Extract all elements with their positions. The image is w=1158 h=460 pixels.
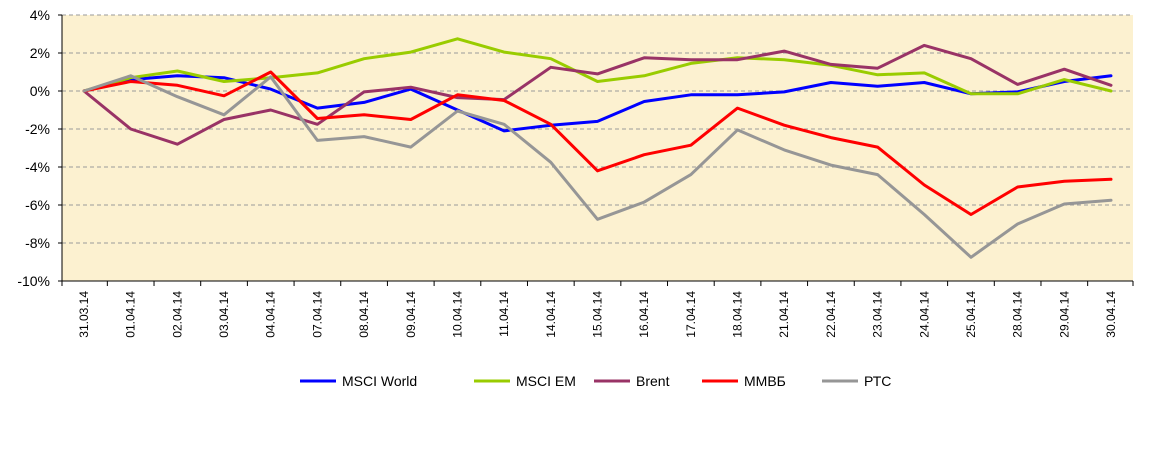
- y-tick-label: -10%: [17, 273, 50, 289]
- series-line: [82, 70, 1113, 216]
- x-tick-label: 04.04.14: [264, 291, 278, 338]
- y-tick-label: 0%: [30, 83, 50, 99]
- series-lines: [82, 37, 1113, 259]
- legend-label: Brent: [636, 373, 670, 389]
- x-tick-label: 24.04.14: [917, 291, 931, 338]
- legend-label: ММВБ: [744, 373, 786, 389]
- x-tick-label: 01.04.14: [124, 291, 138, 338]
- x-tick-label: 29.04.14: [1057, 291, 1071, 338]
- x-tick-label: 18.04.14: [731, 291, 745, 338]
- x-tick-label: 08.04.14: [357, 291, 371, 338]
- x-axis-ticks: 31.03.14 01.04.14 02.04.14 03.04.14 04.04.14…: [61, 281, 1134, 338]
- y-tick-label: 2%: [30, 45, 50, 61]
- x-tick-label: 16.04.14: [637, 291, 651, 338]
- x-tick-label: 09.04.14: [404, 291, 418, 338]
- y-axis-ticks: 4% 2% 0% -2% -4% -6% -8% -10%: [17, 7, 62, 289]
- series-line: [82, 74, 1113, 259]
- series-line: [82, 43, 1113, 146]
- y-tick-label: -2%: [25, 121, 50, 137]
- x-tick-label: 28.04.14: [1011, 291, 1025, 338]
- legend-label: РТС: [864, 373, 891, 389]
- gridlines: [62, 14, 1133, 244]
- x-tick-label: 14.04.14: [544, 291, 558, 338]
- y-tick-label: -4%: [25, 159, 50, 175]
- x-tick-label: 11.04.14: [497, 291, 511, 337]
- y-tick-label: -6%: [25, 197, 50, 213]
- x-tick-label: 10.04.14: [450, 291, 464, 338]
- x-tick-label: 02.04.14: [170, 291, 184, 338]
- x-tick-label: 25.04.14: [964, 291, 978, 338]
- x-tick-label: 30.04.14: [1104, 291, 1118, 338]
- y-tick-label: 4%: [30, 7, 50, 23]
- x-tick-label: 23.04.14: [871, 291, 885, 338]
- y-tick-label: -8%: [25, 235, 50, 251]
- x-tick-label: 03.04.14: [217, 291, 231, 338]
- plot-area-background: [62, 15, 1133, 281]
- legend: MSCI World MSCI EM Brent ММВБ РТС: [300, 373, 891, 389]
- x-tick-label: 31.03.14: [77, 291, 91, 338]
- x-tick-label: 21.04.14: [777, 291, 791, 338]
- x-tick-label: 17.04.14: [684, 291, 698, 338]
- x-tick-label: 22.04.14: [824, 291, 838, 338]
- x-tick-label: 15.04.14: [591, 291, 605, 338]
- legend-label: MSCI EM: [516, 373, 576, 389]
- series-line: [82, 74, 1113, 133]
- x-tick-label: 07.04.14: [310, 291, 324, 338]
- legend-label: MSCI World: [342, 373, 417, 389]
